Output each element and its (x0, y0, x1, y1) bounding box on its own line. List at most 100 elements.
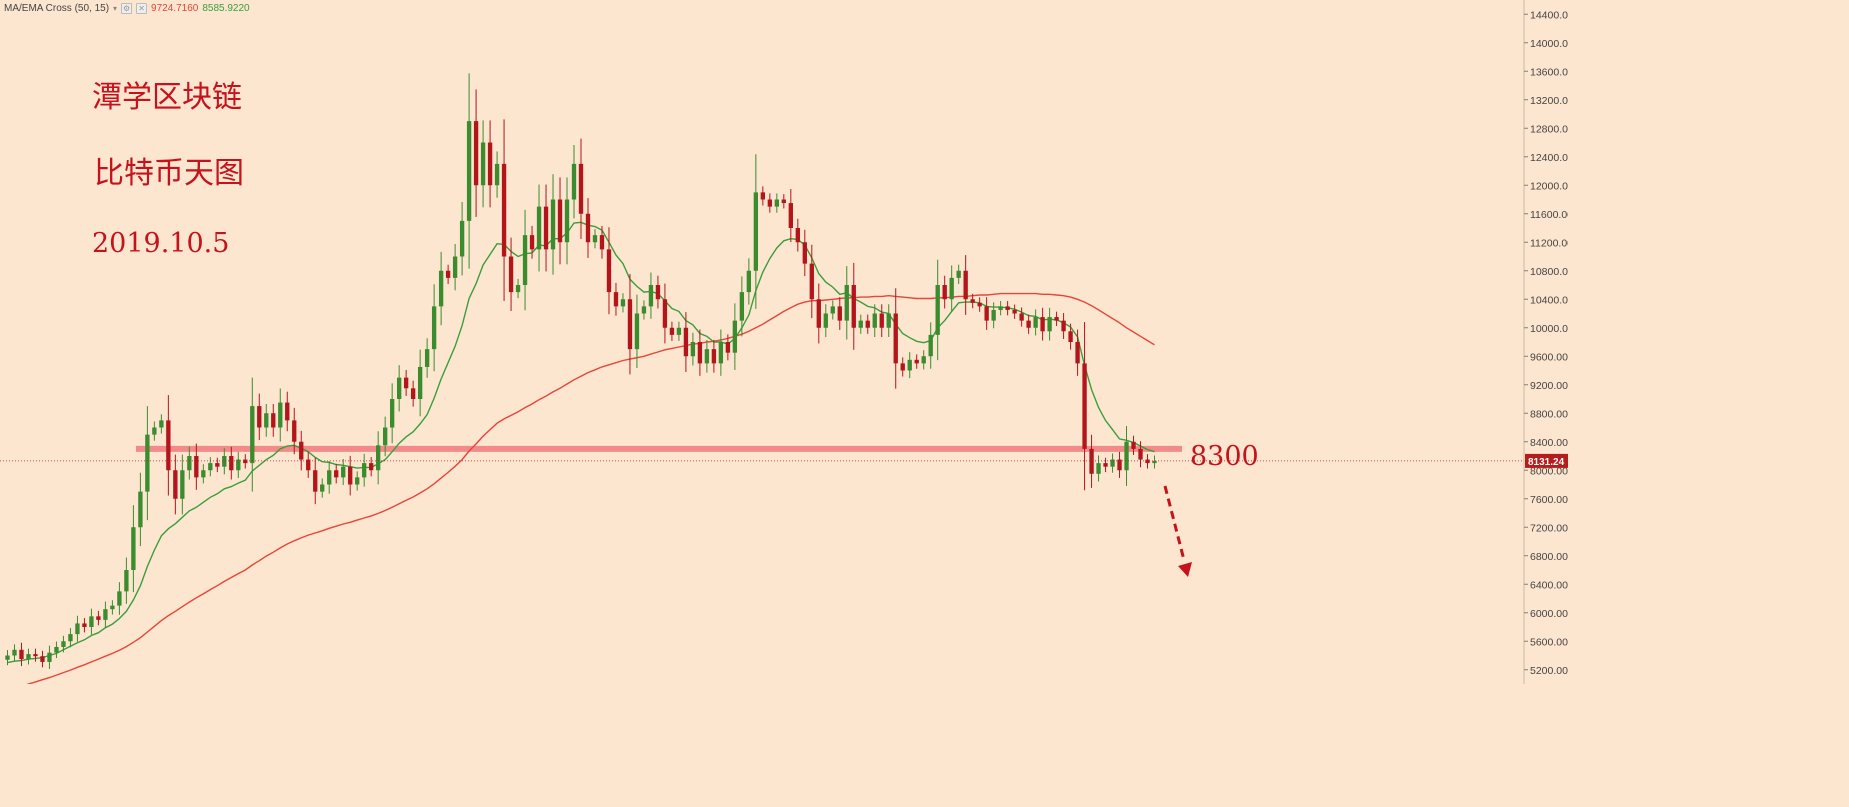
candle-body[interactable] (998, 306, 1003, 310)
candle[interactable] (711, 339, 717, 373)
candle[interactable] (215, 457, 220, 473)
candle-body[interactable] (1054, 317, 1059, 321)
candle[interactable] (1040, 307, 1045, 341)
candle[interactable] (1033, 309, 1038, 336)
candle-body[interactable] (96, 616, 101, 620)
candle[interactable] (774, 193, 779, 213)
candle-body[interactable] (739, 292, 745, 321)
candle[interactable] (1089, 434, 1094, 488)
candle-body[interactable] (166, 420, 171, 471)
candle-body[interactable] (327, 470, 332, 485)
candle-body[interactable] (872, 313, 877, 328)
candle[interactable] (459, 201, 465, 276)
candle[interactable] (47, 645, 52, 669)
candle-body[interactable] (844, 285, 849, 321)
candle[interactable] (1110, 453, 1115, 473)
candle[interactable] (578, 138, 584, 240)
candle[interactable] (851, 262, 856, 350)
candle[interactable] (613, 282, 619, 316)
candle[interactable] (383, 416, 388, 457)
candle[interactable] (823, 304, 828, 338)
candle[interactable] (543, 184, 549, 272)
candle-body[interactable] (550, 199, 556, 250)
candle-body[interactable] (12, 649, 17, 656)
candle-body[interactable] (690, 342, 696, 357)
candle-body[interactable] (725, 342, 731, 353)
candle[interactable] (1124, 426, 1129, 486)
candle-body[interactable] (557, 199, 563, 243)
candle-body[interactable] (501, 163, 507, 257)
candle[interactable] (501, 119, 507, 302)
candle-body[interactable] (795, 228, 800, 243)
candle-body[interactable] (124, 570, 129, 592)
candle-body[interactable] (830, 306, 835, 314)
candle[interactable] (648, 272, 654, 319)
candle-body[interactable] (341, 466, 346, 478)
candle-body[interactable] (732, 320, 738, 353)
candle-body[interactable] (438, 270, 444, 307)
candle[interactable] (40, 650, 45, 668)
candle-body[interactable] (229, 456, 234, 471)
candle[interactable] (760, 186, 766, 206)
candle[interactable] (998, 300, 1003, 316)
candle[interactable] (278, 388, 283, 442)
candle[interactable] (396, 365, 402, 412)
candle[interactable] (1061, 312, 1066, 339)
candle-body[interactable] (5, 655, 10, 660)
candle-body[interactable] (578, 163, 584, 214)
candle-body[interactable] (641, 306, 647, 314)
candle[interactable] (348, 455, 353, 496)
candle-body[interactable] (977, 302, 982, 307)
candle[interactable] (620, 293, 626, 313)
candle[interactable] (1096, 455, 1101, 482)
candle[interactable] (334, 464, 339, 484)
candle-body[interactable] (110, 605, 115, 610)
candle[interactable] (369, 457, 374, 477)
candle-body[interactable] (1096, 463, 1101, 474)
candle[interactable] (166, 395, 171, 496)
candle-body[interactable] (494, 163, 500, 186)
close-icon[interactable]: ✕ (136, 3, 148, 14)
candle[interactable] (96, 610, 101, 626)
candle[interactable] (963, 255, 968, 315)
candle[interactable] (26, 648, 31, 665)
candle[interactable] (1138, 441, 1143, 468)
candle-body[interactable] (914, 359, 919, 364)
candle[interactable] (306, 451, 311, 478)
candle-body[interactable] (466, 121, 472, 221)
candle[interactable] (767, 193, 773, 213)
candle-body[interactable] (599, 235, 605, 250)
candle[interactable] (858, 314, 863, 334)
candle-body[interactable] (362, 463, 367, 478)
candle[interactable] (362, 453, 367, 487)
candle[interactable] (550, 174, 556, 275)
candle-body[interactable] (564, 199, 570, 243)
candle[interactable] (341, 459, 346, 486)
candle[interactable] (788, 188, 793, 243)
candle-body[interactable] (1019, 313, 1024, 321)
candle-body[interactable] (187, 456, 192, 471)
candle[interactable] (977, 297, 982, 312)
candle[interactable] (1026, 314, 1031, 334)
candle-body[interactable] (40, 656, 45, 662)
candle[interactable] (110, 600, 115, 615)
candle-body[interactable] (1075, 342, 1080, 364)
candle[interactable] (410, 380, 416, 407)
candle-body[interactable] (47, 652, 52, 662)
candle[interactable] (795, 218, 800, 252)
candle[interactable] (229, 446, 234, 480)
candle[interactable] (1145, 454, 1150, 469)
candle-body[interactable] (180, 470, 185, 499)
candle[interactable] (145, 406, 150, 521)
candle-body[interactable] (529, 235, 535, 250)
candle[interactable] (781, 194, 786, 209)
candle-body[interactable] (1047, 317, 1052, 332)
candle[interactable] (208, 457, 213, 477)
candle[interactable] (89, 608, 94, 635)
candle[interactable] (606, 227, 612, 315)
candle[interactable] (187, 446, 192, 480)
candle[interactable] (956, 264, 961, 284)
candle[interactable] (452, 244, 458, 291)
candle-body[interactable] (194, 456, 199, 478)
candle-body[interactable] (159, 420, 164, 428)
